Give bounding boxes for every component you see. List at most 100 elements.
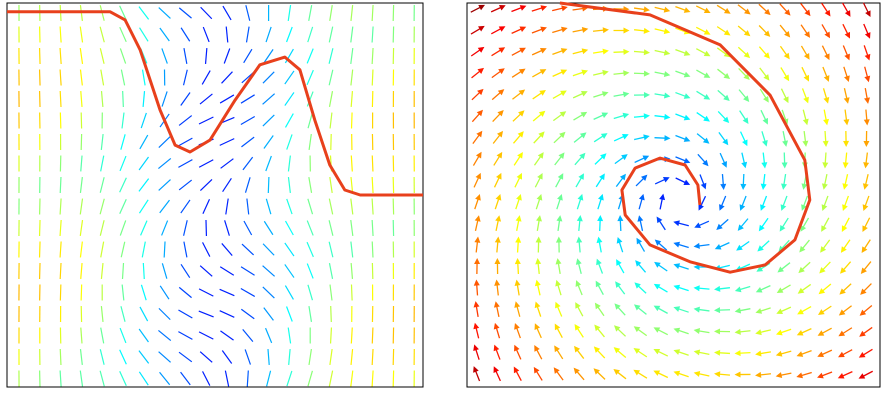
- vector-arrowhead: [656, 216, 663, 224]
- vector-arrowhead: [842, 183, 849, 190]
- vector-arrowhead: [558, 152, 565, 159]
- director-glyph: [285, 306, 293, 322]
- director-glyph: [371, 155, 374, 172]
- vector-arrowhead: [539, 48, 547, 54]
- vector-arrowhead: [673, 241, 680, 248]
- vector-arrowhead: [496, 130, 504, 138]
- vector-arrowhead: [643, 6, 650, 13]
- vector-arrowhead: [737, 224, 744, 231]
- director-glyph: [287, 176, 291, 194]
- director-glyph: [328, 48, 334, 64]
- vector-arrowhead: [693, 285, 700, 292]
- vector-arrowhead: [776, 308, 783, 314]
- director-glyph: [201, 70, 211, 85]
- vector-arrowhead: [539, 69, 547, 75]
- director-glyph: [119, 370, 127, 387]
- director-glyph: [100, 133, 104, 151]
- vector-arrowhead: [865, 10, 871, 18]
- vector-arrowhead: [843, 140, 850, 147]
- vector-arrowhead: [555, 236, 562, 243]
- vector-arrowhead: [824, 53, 830, 61]
- director-glyph: [286, 198, 293, 215]
- director-glyph: [119, 177, 127, 193]
- director-glyph: [100, 90, 104, 108]
- vector-arrowhead: [693, 370, 701, 377]
- director-glyph: [122, 90, 124, 108]
- vector-arrowhead: [762, 139, 768, 147]
- director-glyph: [120, 69, 126, 86]
- vector-arrowhead: [516, 172, 523, 180]
- director-glyph: [138, 350, 150, 364]
- vector-arrowhead: [758, 224, 765, 232]
- vector-arrowhead: [694, 222, 701, 228]
- director-glyph: [244, 177, 251, 193]
- vector-arrowhead: [720, 183, 727, 190]
- director-glyph: [262, 114, 275, 127]
- vector-arrowhead: [476, 130, 483, 138]
- vector-arrowhead: [844, 31, 851, 39]
- vector-arrowhead: [493, 322, 500, 330]
- vector-arrowhead: [579, 152, 586, 160]
- vector-arrowhead: [683, 114, 691, 121]
- vector-arrowhead: [703, 72, 711, 78]
- vector-arrowhead: [821, 183, 828, 190]
- director-glyph: [263, 49, 274, 63]
- vector-arrowhead: [757, 245, 764, 252]
- director-glyph: [262, 93, 276, 105]
- director-glyph: [178, 7, 192, 19]
- vector-arrowhead: [538, 131, 545, 138]
- director-glyph: [100, 305, 104, 323]
- director-glyph: [198, 310, 214, 318]
- vector-arrowhead: [617, 215, 624, 222]
- director-glyph: [138, 6, 150, 20]
- vector-arrowhead: [602, 48, 609, 55]
- vector-arrowhead: [801, 183, 808, 190]
- director-glyph: [220, 158, 234, 169]
- vector-arrowhead: [493, 366, 499, 374]
- vector-arrowhead: [782, 140, 789, 147]
- vector-arrowhead: [555, 279, 561, 287]
- director-glyph: [265, 198, 272, 215]
- vector-arrowhead: [513, 366, 520, 374]
- director-glyph: [350, 370, 354, 387]
- director-glyph: [286, 370, 293, 387]
- director-glyph: [328, 370, 334, 387]
- director-glyph: [199, 179, 213, 191]
- director-glyph: [59, 219, 62, 237]
- director-glyph: [284, 264, 295, 278]
- vector-arrowhead: [654, 261, 661, 268]
- vector-arrowhead: [477, 67, 485, 74]
- director-glyph: [243, 48, 253, 64]
- vector-arrowhead: [514, 344, 520, 352]
- vector-arrowhead: [742, 139, 748, 147]
- vector-arrowhead: [683, 136, 691, 142]
- director-glyph: [240, 115, 256, 126]
- director-glyph: [371, 241, 374, 258]
- vector-arrowhead: [663, 92, 671, 99]
- director-glyph: [328, 91, 334, 107]
- director-glyph: [79, 241, 83, 258]
- trajectory-curve: [559, 1, 812, 274]
- vector-arrowhead: [474, 236, 481, 243]
- vector-arrowhead: [601, 112, 609, 118]
- vector-arrowhead: [622, 112, 630, 119]
- director-glyph: [328, 220, 334, 236]
- vector-arrowhead: [575, 258, 582, 265]
- director-glyph: [119, 5, 127, 21]
- vector-arrowhead: [796, 329, 804, 336]
- vector-arrowhead: [623, 48, 630, 55]
- vector-arrowhead: [860, 267, 867, 274]
- vector-arrowhead: [861, 246, 868, 254]
- director-glyph: [307, 198, 314, 215]
- director-glyph: [119, 198, 127, 215]
- vector-arrowhead: [622, 91, 630, 98]
- director-glyph: [307, 112, 313, 129]
- vector-arrowhead: [497, 89, 505, 96]
- vector-arrowhead: [683, 71, 691, 78]
- vector-arrowhead: [473, 366, 479, 373]
- director-glyph: [178, 179, 193, 191]
- vector-arrowhead: [736, 244, 743, 251]
- vector-arrowhead: [498, 26, 506, 32]
- director-glyph: [182, 69, 188, 86]
- director-glyph: [79, 47, 84, 65]
